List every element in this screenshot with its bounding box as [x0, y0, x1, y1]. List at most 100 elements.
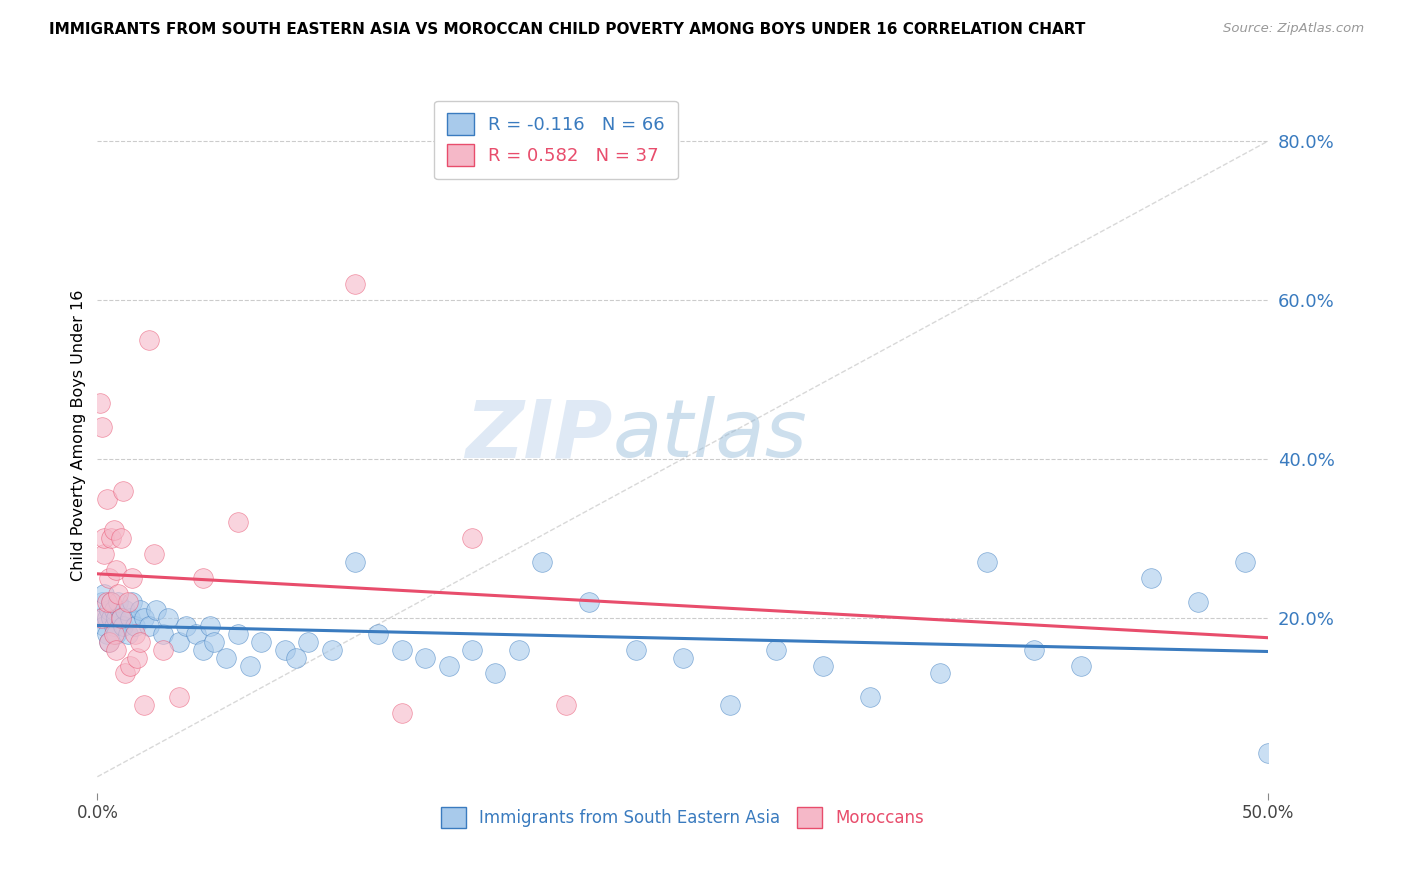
Point: [554, 698, 576, 713]
Text: atlas: atlas: [613, 396, 807, 474]
Point: [91, 611, 114, 625]
Point: [191, 571, 214, 585]
Point: [103, 524, 125, 538]
Point: [273, 642, 295, 657]
Point: [89, 396, 111, 410]
Point: [152, 626, 174, 640]
Point: [120, 658, 142, 673]
Point: [117, 595, 139, 609]
Point: [484, 666, 506, 681]
Point: [91, 595, 114, 609]
Point: [107, 587, 129, 601]
Point: [107, 595, 129, 609]
Point: [114, 603, 136, 617]
Point: [1257, 746, 1279, 760]
Point: [98, 634, 121, 648]
Point: [1187, 595, 1209, 609]
Point: [138, 619, 160, 633]
Point: [169, 634, 191, 648]
Point: [391, 706, 413, 721]
Point: [93, 619, 115, 633]
Point: [1233, 555, 1256, 569]
Point: [321, 642, 343, 657]
Point: [105, 611, 128, 625]
Point: [89, 611, 111, 625]
Point: [198, 619, 221, 633]
Point: [128, 603, 150, 617]
Point: [96, 491, 118, 506]
Point: [103, 619, 125, 633]
Point: [238, 658, 260, 673]
Point: [110, 611, 132, 625]
Point: [343, 555, 366, 569]
Point: [285, 650, 308, 665]
Point: [297, 634, 319, 648]
Point: [121, 595, 143, 609]
Text: Source: ZipAtlas.com: Source: ZipAtlas.com: [1223, 22, 1364, 36]
Point: [156, 611, 179, 625]
Point: [765, 642, 787, 657]
Point: [391, 642, 413, 657]
Point: [461, 642, 484, 657]
Point: [100, 532, 122, 546]
Point: [124, 619, 146, 633]
Point: [105, 642, 128, 657]
Point: [96, 595, 118, 609]
Point: [859, 690, 882, 705]
Point: [215, 650, 238, 665]
Point: [531, 555, 554, 569]
Point: [145, 603, 167, 617]
Point: [100, 611, 122, 625]
Point: [672, 650, 695, 665]
Point: [103, 626, 125, 640]
Point: [437, 658, 460, 673]
Point: [1070, 658, 1092, 673]
Point: [176, 619, 198, 633]
Point: [96, 611, 118, 625]
Point: [100, 595, 122, 609]
Point: [343, 277, 366, 291]
Point: [226, 516, 249, 530]
Point: [138, 333, 160, 347]
Point: [578, 595, 600, 609]
Point: [110, 611, 132, 625]
Point: [93, 587, 115, 601]
Point: [124, 626, 146, 640]
Point: [508, 642, 530, 657]
Point: [105, 563, 128, 577]
Point: [226, 626, 249, 640]
Point: [112, 483, 135, 498]
Point: [103, 603, 125, 617]
Point: [250, 634, 273, 648]
Point: [184, 626, 207, 640]
Point: [93, 547, 115, 561]
Point: [91, 420, 114, 434]
Point: [142, 547, 165, 561]
Point: [121, 571, 143, 585]
Text: IMMIGRANTS FROM SOUTH EASTERN ASIA VS MOROCCAN CHILD POVERTY AMONG BOYS UNDER 16: IMMIGRANTS FROM SOUTH EASTERN ASIA VS MO…: [49, 22, 1085, 37]
Point: [367, 626, 389, 640]
Y-axis label: Child Poverty Among Boys Under 16: Child Poverty Among Boys Under 16: [72, 289, 86, 581]
Point: [110, 532, 132, 546]
Point: [100, 595, 122, 609]
Point: [134, 611, 156, 625]
Point: [112, 619, 135, 633]
Point: [204, 634, 226, 648]
Point: [96, 626, 118, 640]
Point: [114, 666, 136, 681]
Point: [929, 666, 952, 681]
Point: [127, 650, 149, 665]
Point: [120, 611, 142, 625]
Point: [152, 642, 174, 657]
Point: [169, 690, 191, 705]
Point: [117, 626, 139, 640]
Legend: Immigrants from South Eastern Asia, Moroccans: Immigrants from South Eastern Asia, Moro…: [434, 801, 931, 834]
Point: [98, 571, 121, 585]
Point: [624, 642, 647, 657]
Point: [134, 698, 156, 713]
Point: [413, 650, 436, 665]
Point: [1140, 571, 1163, 585]
Point: [461, 532, 484, 546]
Point: [191, 642, 214, 657]
Point: [718, 698, 741, 713]
